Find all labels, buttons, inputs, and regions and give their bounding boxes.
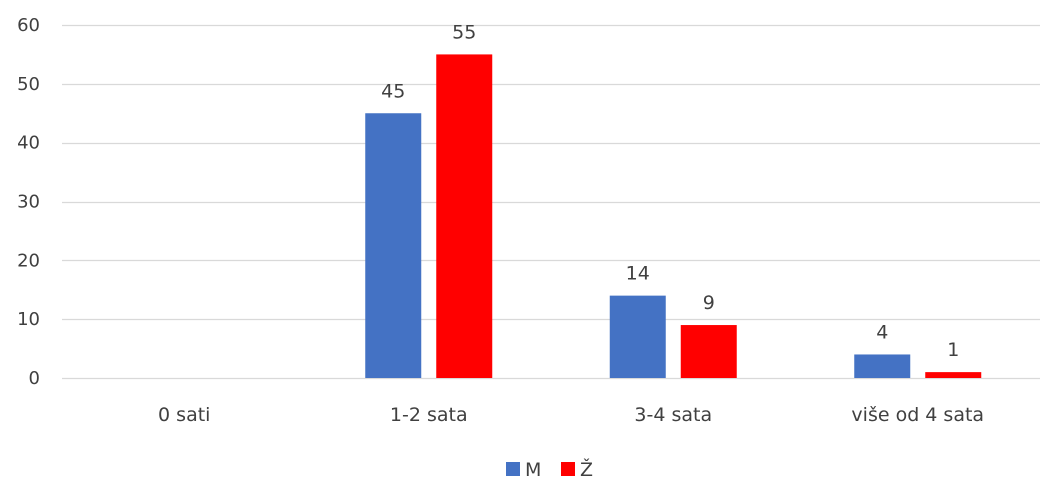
- legend-swatch-Ž: [561, 462, 575, 476]
- legend-label-Ž: Ž: [580, 458, 593, 481]
- bar-M-3: [609, 295, 666, 378]
- data-label-M-2: 45: [381, 80, 405, 102]
- y-tick-label-40: 40: [17, 133, 40, 154]
- x-axis-categories: 0 sati 1-2 sata 3-4 sata više od 4 sata: [158, 404, 984, 426]
- legend-label-M: M: [525, 459, 541, 481]
- bar-M-2: [365, 113, 422, 378]
- y-tick-label-20: 20: [17, 250, 40, 271]
- y-axis-ticks: 0 10 20 30 40 50 60: [17, 15, 40, 389]
- category-label-1: 0 sati: [158, 404, 210, 426]
- category-label-4: više od 4 sata: [851, 404, 984, 426]
- data-label-M-3: 14: [626, 263, 650, 285]
- bar-M-4: [854, 354, 911, 378]
- bar-Ž-4: [925, 372, 982, 378]
- y-tick-label-10: 10: [17, 309, 40, 330]
- y-tick-label-50: 50: [17, 74, 40, 95]
- y-tick-label-0: 0: [29, 368, 40, 389]
- bar-Ž-2: [436, 54, 493, 379]
- bar-Ž-3: [680, 325, 737, 378]
- data-label-Ž-2: 55: [452, 21, 476, 43]
- category-label-2: 1-2 sata: [390, 404, 468, 426]
- y-tick-label-60: 60: [17, 15, 40, 36]
- data-labels: 45 55 14 9 4 1: [381, 21, 959, 361]
- legend-swatch-M: [506, 462, 520, 476]
- bars: [365, 54, 982, 379]
- gridlines: [62, 24, 1040, 380]
- data-label-Ž-3: 9: [703, 292, 715, 314]
- category-label-3: 3-4 sata: [634, 404, 712, 426]
- data-label-Ž-4: 1: [947, 339, 959, 361]
- data-label-M-4: 4: [876, 321, 888, 343]
- y-tick-label-30: 30: [17, 192, 40, 213]
